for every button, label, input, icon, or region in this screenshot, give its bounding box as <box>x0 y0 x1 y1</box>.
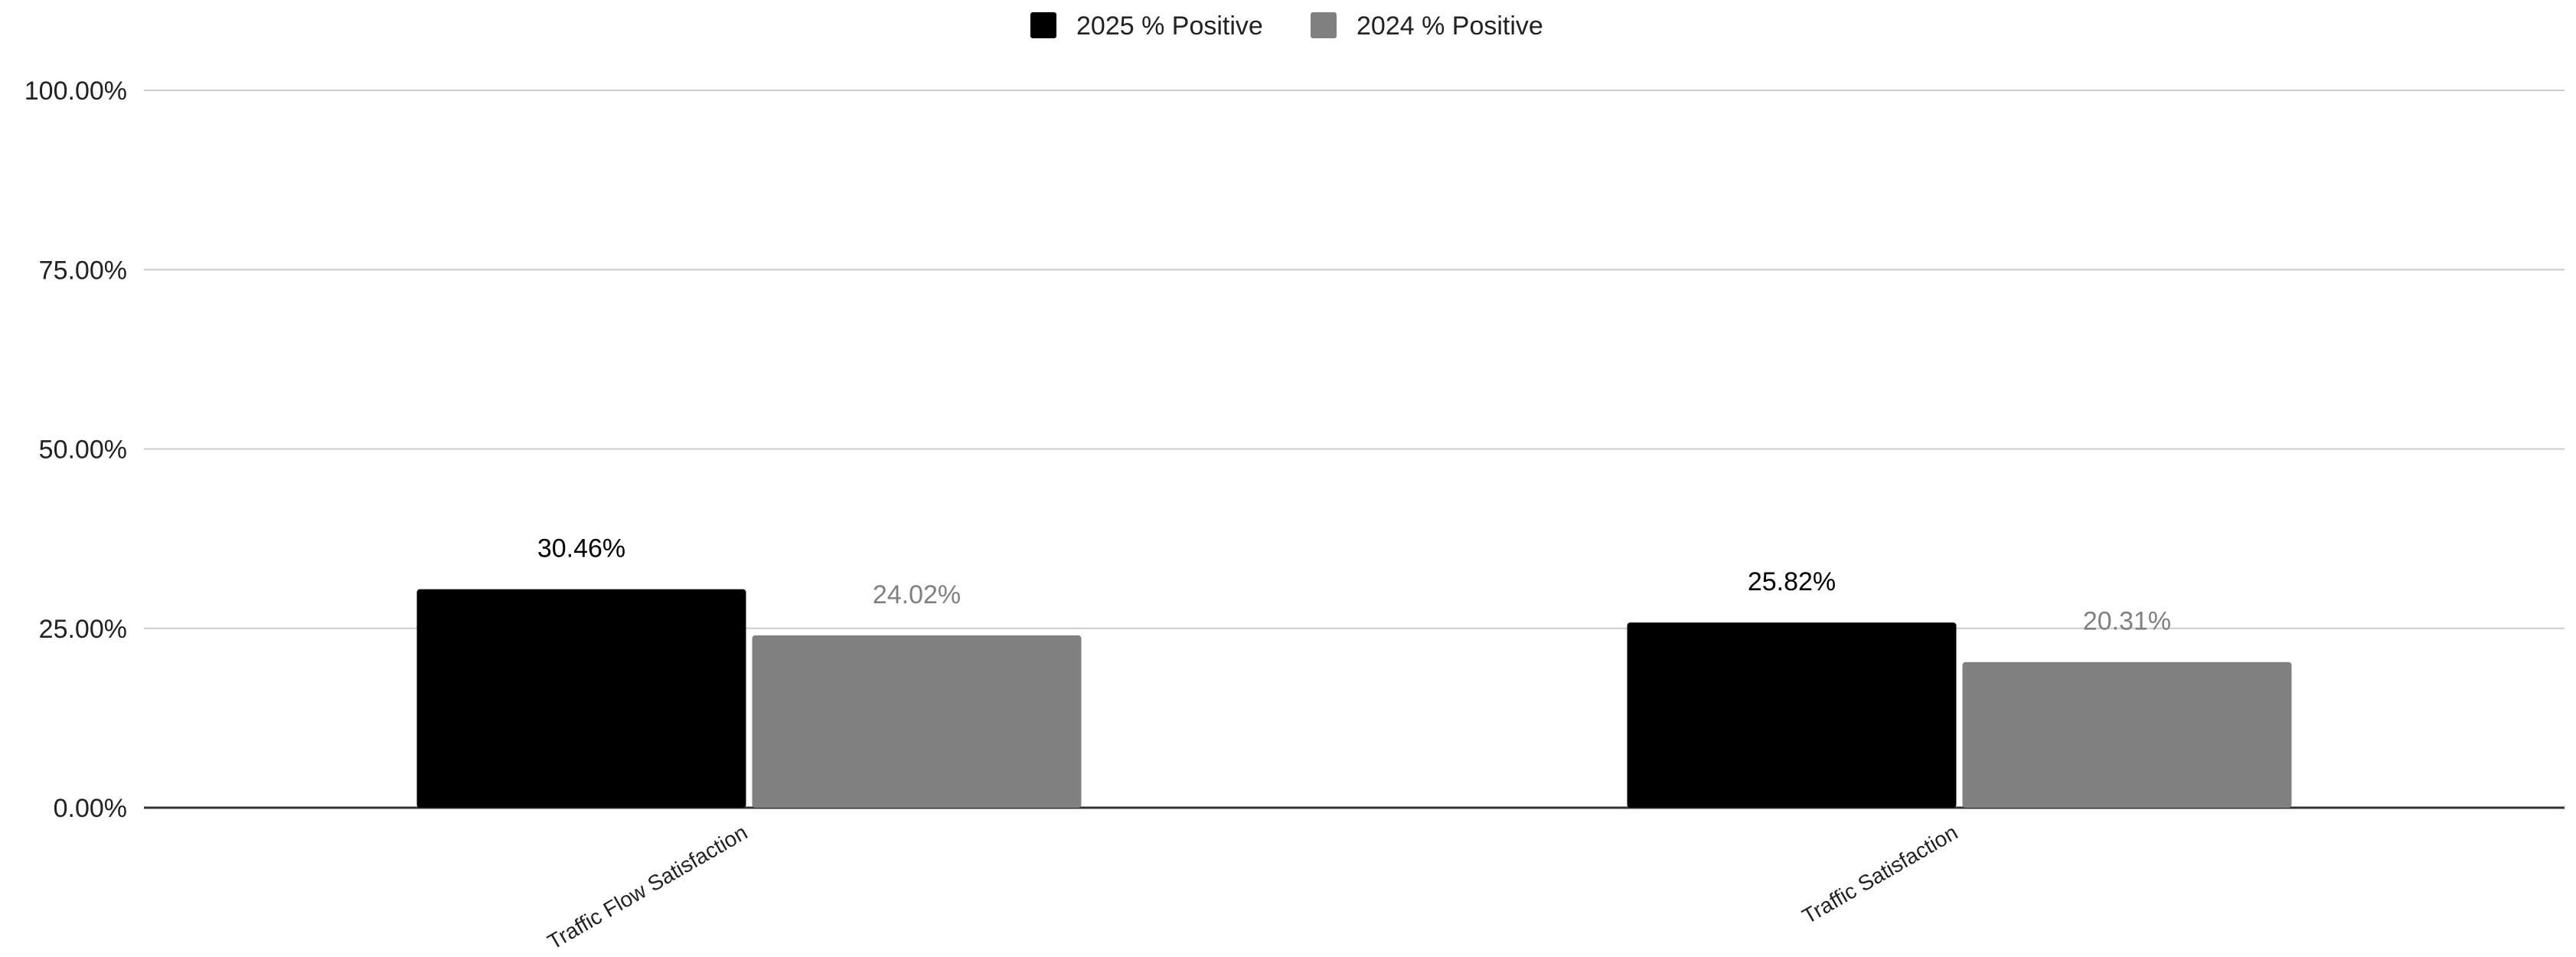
legend-label: 2024 % Positive <box>1357 11 1543 41</box>
y-tick-label: 25.00% <box>39 615 127 644</box>
x-category-label: Traffic Satisfaction <box>1798 820 1962 928</box>
legend-label: 2025 % Positive <box>1076 11 1263 41</box>
legend-swatch <box>1311 12 1337 38</box>
data-label: 20.31% <box>2083 607 2171 636</box>
x-axis: Traffic Flow Satisfaction Traffic Satisfa… <box>544 820 1962 954</box>
data-labels: 30.46% 24.02% 25.82% 20.31% <box>537 534 2171 636</box>
y-tick-label: 75.00% <box>39 256 127 285</box>
bar-series-2 <box>752 635 1082 808</box>
data-label: 25.82% <box>1748 567 1836 596</box>
bars <box>416 589 2292 808</box>
y-tick-label: 0.00% <box>54 794 127 823</box>
bar-series-2 <box>1962 661 2292 808</box>
legend: 2025 % Positive 2024 % Positive <box>1030 11 1543 41</box>
data-label: 24.02% <box>873 580 961 609</box>
y-tick-label: 50.00% <box>39 436 127 465</box>
y-tick-label: 100.00% <box>24 77 127 106</box>
legend-swatch <box>1030 12 1056 38</box>
data-label: 30.46% <box>537 534 625 563</box>
bar-series-1 <box>1627 622 1957 808</box>
bar-series-1 <box>416 589 746 808</box>
y-axis: 0.00% 25.00% 50.00% 75.00% 100.00% <box>24 77 127 823</box>
x-category-label: Traffic Flow Satisfaction <box>544 820 752 954</box>
